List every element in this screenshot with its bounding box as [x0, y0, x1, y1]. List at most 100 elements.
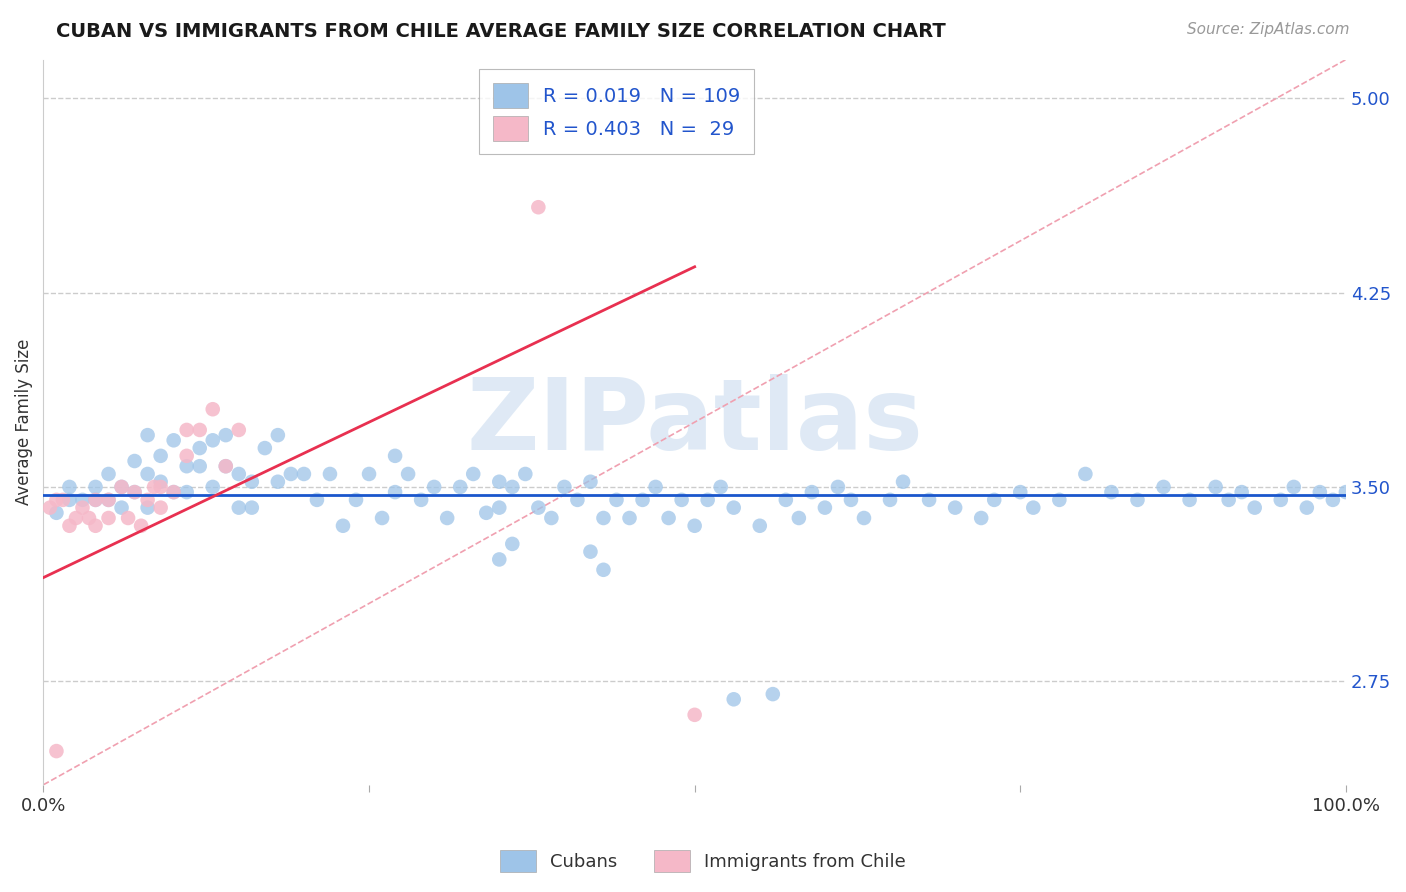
Point — [631, 492, 654, 507]
Point — [1218, 492, 1240, 507]
Point — [970, 511, 993, 525]
Point — [710, 480, 733, 494]
Point — [97, 492, 120, 507]
Point — [567, 492, 589, 507]
Point — [39, 500, 62, 515]
Point — [436, 511, 458, 525]
Point — [163, 485, 186, 500]
Point — [215, 428, 238, 442]
Point — [592, 511, 614, 525]
Point — [292, 467, 315, 481]
Point — [124, 454, 146, 468]
Point — [201, 402, 224, 417]
Point — [163, 485, 186, 500]
Point — [540, 511, 562, 525]
Point — [77, 511, 100, 525]
Point — [45, 506, 67, 520]
Point — [45, 744, 67, 758]
Point — [1010, 485, 1032, 500]
Point — [918, 492, 941, 507]
Point — [553, 480, 575, 494]
Point — [852, 511, 875, 525]
Point — [97, 511, 120, 525]
Point — [305, 492, 328, 507]
Point — [983, 492, 1005, 507]
Point — [253, 441, 276, 455]
Point — [384, 449, 406, 463]
Point — [644, 480, 666, 494]
Point — [201, 434, 224, 448]
Point — [188, 423, 211, 437]
Point — [488, 552, 510, 566]
Point — [1074, 467, 1097, 481]
Point — [748, 518, 770, 533]
Point — [45, 492, 67, 507]
Point — [319, 467, 342, 481]
Point — [149, 449, 172, 463]
Point — [579, 475, 602, 489]
Text: CUBAN VS IMMIGRANTS FROM CHILE AVERAGE FAMILY SIZE CORRELATION CHART: CUBAN VS IMMIGRANTS FROM CHILE AVERAGE F… — [56, 22, 946, 41]
Point — [129, 518, 152, 533]
Point — [240, 500, 263, 515]
Point — [384, 485, 406, 500]
Point — [188, 441, 211, 455]
Legend: R = 0.019   N = 109, R = 0.403   N =  29: R = 0.019 N = 109, R = 0.403 N = 29 — [479, 70, 754, 154]
Point — [215, 459, 238, 474]
Point — [827, 480, 849, 494]
Point — [110, 480, 132, 494]
Point — [1178, 492, 1201, 507]
Point — [696, 492, 718, 507]
Point — [215, 459, 238, 474]
Point — [344, 492, 367, 507]
Point — [72, 492, 94, 507]
Text: ZIPatlas: ZIPatlas — [467, 374, 924, 471]
Point — [723, 692, 745, 706]
Point — [267, 475, 290, 489]
Point — [527, 500, 550, 515]
Point — [176, 449, 198, 463]
Point — [814, 500, 837, 515]
Point — [357, 467, 380, 481]
Point — [97, 492, 120, 507]
Point — [671, 492, 693, 507]
Point — [1270, 492, 1292, 507]
Point — [117, 511, 139, 525]
Point — [683, 707, 706, 722]
Point — [143, 480, 166, 494]
Point — [84, 480, 107, 494]
Point — [515, 467, 537, 481]
Point — [839, 492, 862, 507]
Point — [501, 480, 523, 494]
Point — [84, 518, 107, 533]
Point — [149, 480, 172, 494]
Point — [475, 506, 498, 520]
Point — [592, 563, 614, 577]
Point — [240, 475, 263, 489]
Point — [332, 518, 354, 533]
Point — [149, 500, 172, 515]
Point — [110, 480, 132, 494]
Point — [723, 500, 745, 515]
Point — [1153, 480, 1175, 494]
Point — [943, 500, 966, 515]
Point — [787, 511, 810, 525]
Point — [879, 492, 901, 507]
Point — [136, 492, 159, 507]
Point — [527, 200, 550, 214]
Point — [52, 492, 75, 507]
Point — [501, 537, 523, 551]
Legend: Cubans, Immigrants from Chile: Cubans, Immigrants from Chile — [492, 843, 914, 879]
Point — [124, 485, 146, 500]
Point — [579, 544, 602, 558]
Point — [1205, 480, 1227, 494]
Point — [1243, 500, 1265, 515]
Point — [65, 511, 87, 525]
Point — [658, 511, 681, 525]
Point — [891, 475, 914, 489]
Point — [58, 518, 80, 533]
Point — [176, 485, 198, 500]
Point — [1334, 485, 1357, 500]
Point — [149, 475, 172, 489]
Point — [619, 511, 641, 525]
Point — [1126, 492, 1149, 507]
